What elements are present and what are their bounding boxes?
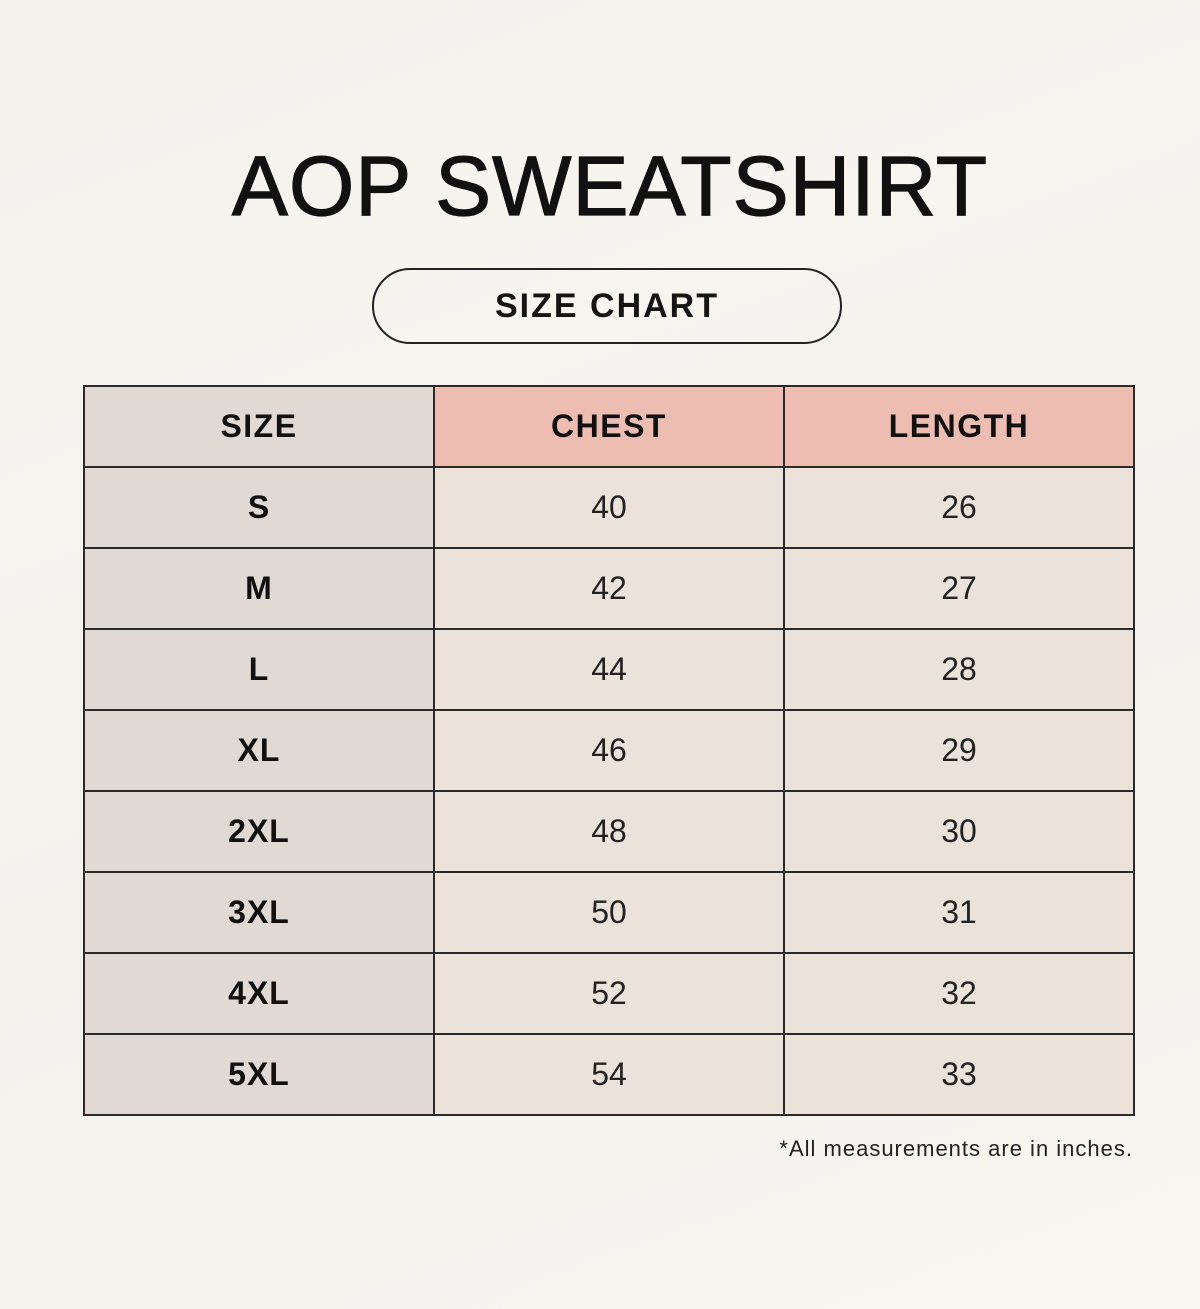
size-chart-pill: SIZE CHART [372,268,842,344]
length-cell: 30 [783,790,1135,873]
chest-cell: 50 [433,871,785,954]
length-cell: 31 [783,871,1135,954]
measurement-footnote: *All measurements are in inches. [779,1136,1133,1161]
table-row: 5XL 54 33 [83,1033,1135,1116]
table-row: 2XL 48 30 [83,790,1135,873]
header-chest: CHEST [433,385,785,468]
chest-cell: 48 [433,790,785,873]
size-cell: S [83,466,435,549]
size-cell: L [83,628,435,711]
chest-cell: 52 [433,952,785,1035]
table-row: 4XL 52 32 [83,952,1135,1035]
size-cell: 4XL [83,952,435,1035]
table-row: XL 46 29 [83,709,1135,792]
chest-cell: 42 [433,547,785,630]
size-cell: 5XL [83,1033,435,1116]
chest-cell: 54 [433,1033,785,1116]
chest-cell: 44 [433,628,785,711]
table-header-row: SIZE CHEST LENGTH [83,385,1135,468]
table-row: L 44 28 [83,628,1135,711]
table-row: 3XL 50 31 [83,871,1135,954]
header-length: LENGTH [783,385,1135,468]
size-cell: 2XL [83,790,435,873]
length-cell: 32 [783,952,1135,1035]
chest-cell: 46 [433,709,785,792]
chest-cell: 40 [433,466,785,549]
size-cell: 3XL [83,871,435,954]
table-row: S 40 26 [83,466,1135,549]
length-cell: 27 [783,547,1135,630]
length-cell: 29 [783,709,1135,792]
length-cell: 28 [783,628,1135,711]
size-cell: M [83,547,435,630]
length-cell: 33 [783,1033,1135,1116]
size-cell: XL [83,709,435,792]
table-row: M 42 27 [83,547,1135,630]
header-size: SIZE [83,385,435,468]
size-chart-table: SIZE CHEST LENGTH S 40 26 M 42 27 L 44 2… [83,385,1135,1116]
size-chart-label: SIZE CHART [495,286,719,325]
page-title: AOP SWEATSHIRT [231,139,989,233]
length-cell: 26 [783,466,1135,549]
